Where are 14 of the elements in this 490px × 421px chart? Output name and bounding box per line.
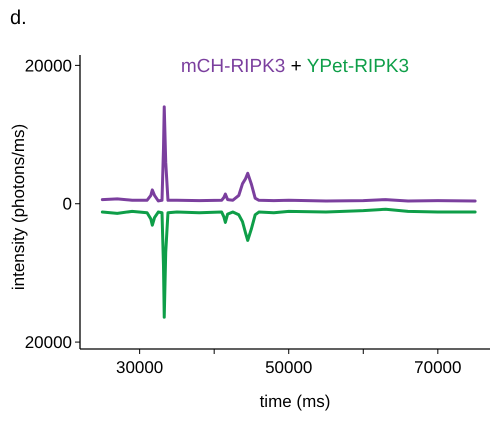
annotation: + <box>285 56 307 77</box>
series-label: mCH-RIPK3 <box>180 56 286 77</box>
y-tick-label: 20000 <box>24 333 72 352</box>
x-tick-label: 30000 <box>116 358 164 377</box>
line-series <box>100 105 477 202</box>
x-tick-label: 50000 <box>265 358 312 377</box>
x-tick-label: 70000 <box>414 358 462 377</box>
y-tick-label: 20000 <box>24 56 72 76</box>
y-tick-label: 0 <box>62 194 72 214</box>
x-axis-title: time (ms) <box>260 392 330 411</box>
line-series <box>100 208 477 319</box>
text: YPet-RIPK3 <box>306 56 410 77</box>
text: d. <box>10 7 27 29</box>
y-axis-title: intensity (photons/ms) <box>9 124 28 290</box>
